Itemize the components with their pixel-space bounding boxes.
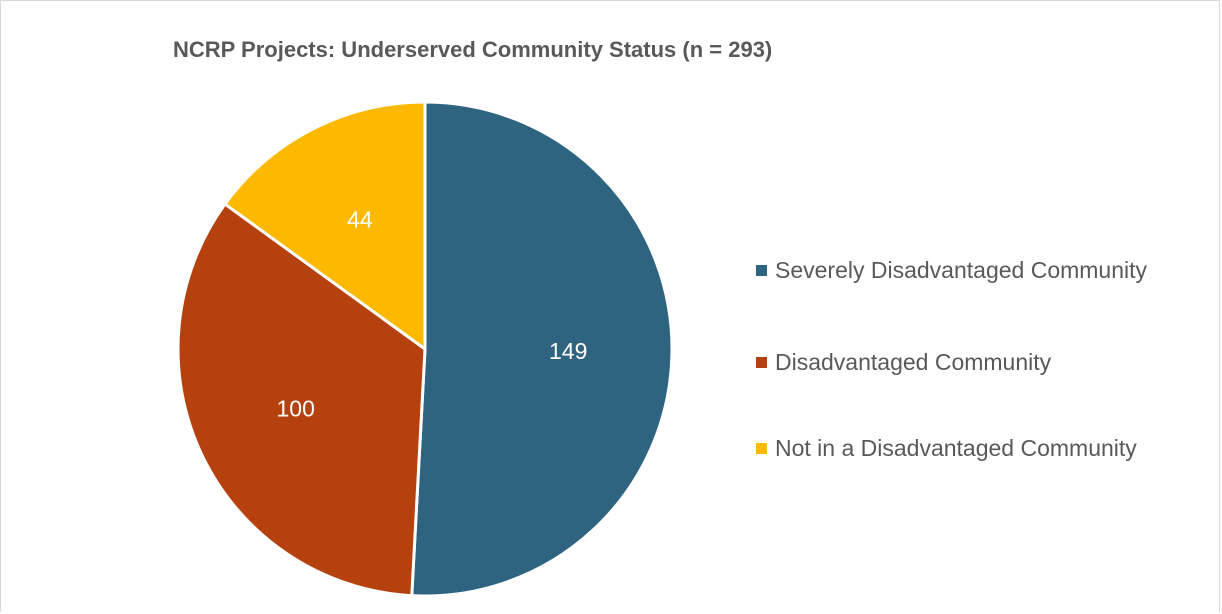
legend-item-disadvantaged: Disadvantaged Community [756,342,1147,382]
legend-item-severely-disadvantaged: Severely Disadvantaged Community [756,250,1147,290]
chart-legend: Severely Disadvantaged Community Disadva… [756,250,1147,468]
legend-label: Disadvantaged Community [775,348,1052,375]
pie-slice-disadvantaged [176,202,427,598]
pie-slice-severely-disadvantaged [410,100,674,598]
legend-swatch [756,264,767,276]
chart-title: NCRP Projects: Underserved Community Sta… [173,37,773,62]
pie-data-label: 44 [347,206,373,232]
legend-item-not-disadvantaged: Not in a Disadvantaged Community [756,428,1147,468]
pie-data-label: 149 [549,338,587,364]
legend-swatch [756,442,767,454]
legend-swatch [756,356,767,368]
legend-label: Not in a Disadvantaged Community [775,434,1137,461]
pie-data-label: 100 [277,396,315,422]
legend-label: Severely Disadvantaged Community [775,256,1148,283]
pie-slice-not-disadvantaged [223,100,427,351]
